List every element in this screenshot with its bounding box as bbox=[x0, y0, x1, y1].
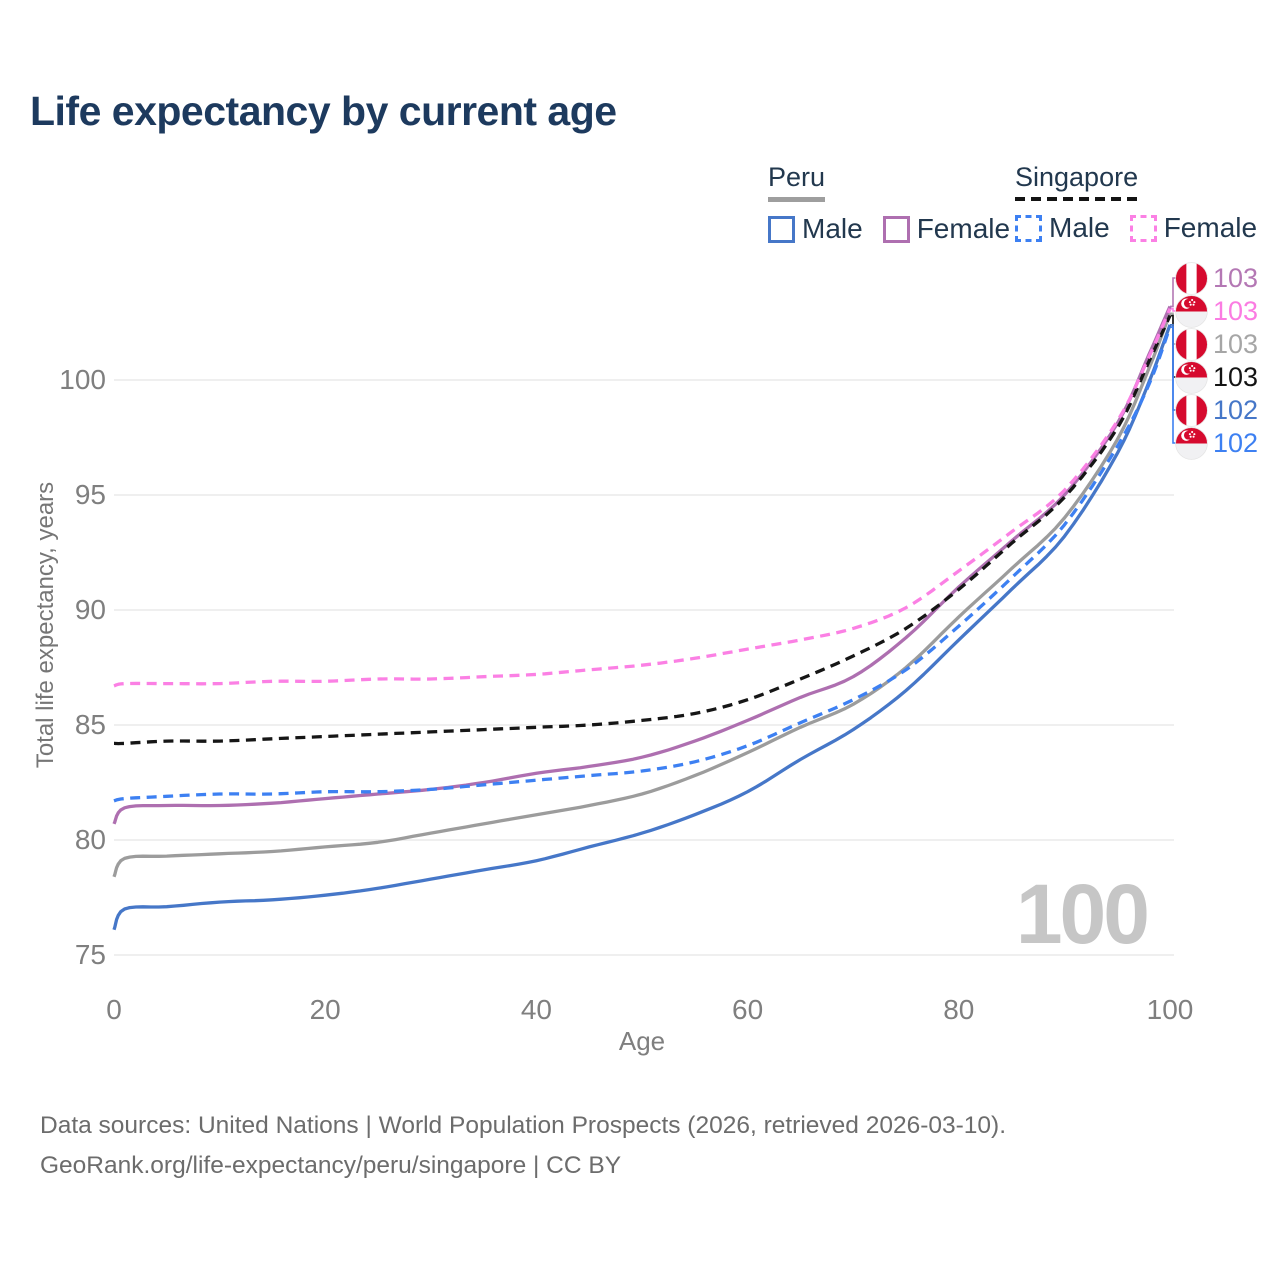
singapore-flag-icon bbox=[1175, 426, 1208, 460]
x-tick-label: 20 bbox=[309, 994, 341, 1025]
legend-item-singapore-female[interactable]: Female bbox=[1129, 212, 1258, 244]
y-tick-label: 100 bbox=[59, 364, 106, 395]
x-tick-label: 80 bbox=[943, 994, 975, 1025]
series-line-peru-female bbox=[112, 305, 1172, 825]
end-label-value: 102 bbox=[1213, 427, 1259, 458]
end-label-row: 103 bbox=[1175, 360, 1258, 394]
y-tick-label: 75 bbox=[74, 939, 106, 970]
end-label-value: 102 bbox=[1213, 394, 1259, 425]
legend-checkbox[interactable] bbox=[1015, 214, 1042, 242]
x-tick-label: 0 bbox=[106, 994, 122, 1025]
legend-item-singapore-male[interactable]: Male bbox=[1015, 212, 1110, 244]
series-line-peru-male bbox=[112, 324, 1172, 931]
legend-item-label: Male bbox=[802, 213, 863, 244]
legend-line-style-solid bbox=[768, 197, 826, 202]
end-label-value: 103 bbox=[1213, 295, 1259, 326]
series-line-peru-total bbox=[112, 312, 1172, 878]
legend-item-peru-female[interactable]: Female bbox=[882, 213, 1011, 245]
legend-items: Male Female bbox=[1015, 212, 1257, 244]
x-tick-label: 100 bbox=[1146, 994, 1194, 1025]
y-tick-label: 85 bbox=[74, 709, 106, 740]
x-axis-title: Age bbox=[618, 1026, 666, 1056]
age-indicator: 100 bbox=[1015, 867, 1150, 961]
legend-group-header: Singapore bbox=[1015, 162, 1139, 201]
end-label-row: 102 bbox=[1175, 426, 1258, 460]
end-label-row: 103 bbox=[1175, 261, 1258, 295]
end-label-row: 102 bbox=[1175, 393, 1258, 427]
y-tick-label: 80 bbox=[74, 824, 106, 855]
legend-item-peru-male[interactable]: Male bbox=[768, 213, 863, 245]
footer: Data sources: United Nations | World Pop… bbox=[40, 1106, 1006, 1186]
peru-flag-icon bbox=[1175, 327, 1208, 361]
legend-group-peru: Peru Male Female bbox=[768, 162, 1010, 245]
legend-item-label: Female bbox=[1163, 212, 1258, 243]
series-line-singapore-total bbox=[113, 314, 1172, 746]
singapore-flag-icon bbox=[1175, 294, 1208, 328]
legend-checkbox[interactable] bbox=[768, 215, 795, 243]
end-label-connector bbox=[1170, 307, 1176, 312]
end-label-value: 103 bbox=[1213, 361, 1259, 392]
legend-line-style-dashed bbox=[1015, 197, 1139, 201]
end-label-value: 103 bbox=[1213, 328, 1259, 359]
end-label-connector bbox=[1170, 326, 1176, 444]
series-line-singapore-male bbox=[113, 326, 1172, 803]
footer-sources: Data sources: United Nations | World Pop… bbox=[40, 1112, 1007, 1139]
legend-checkbox[interactable] bbox=[882, 215, 910, 243]
legend-group-title: Peru bbox=[768, 162, 826, 192]
legend-group-header: Peru bbox=[768, 162, 826, 202]
peru-flag-icon bbox=[1175, 261, 1208, 295]
legend-group-singapore: Singapore Male Female bbox=[1015, 162, 1257, 244]
x-tick-label: 60 bbox=[732, 994, 764, 1025]
end-label-connector bbox=[1170, 277, 1176, 308]
end-label-row: 103 bbox=[1175, 294, 1258, 328]
singapore-flag-icon bbox=[1175, 360, 1208, 394]
legend-group-title: Singapore bbox=[1015, 162, 1139, 192]
end-label-value: 103 bbox=[1213, 262, 1259, 293]
peru-flag-icon bbox=[1175, 393, 1208, 427]
page-title: Life expectancy by current age bbox=[30, 88, 617, 134]
y-tick-label: 95 bbox=[74, 479, 106, 510]
x-tick-label: 40 bbox=[520, 994, 552, 1025]
series-line-singapore-female bbox=[113, 308, 1172, 688]
end-label-row: 103 bbox=[1175, 327, 1258, 361]
legend-item-label: Male bbox=[1049, 212, 1110, 243]
y-tick-label: 90 bbox=[74, 594, 106, 625]
legend-item-label: Female bbox=[916, 213, 1011, 244]
legend-items: Male Female bbox=[768, 213, 1010, 245]
legend-checkbox[interactable] bbox=[1129, 214, 1157, 242]
footer-attribution: GeoRank.org/life-expectancy/peru/singapo… bbox=[40, 1152, 622, 1179]
